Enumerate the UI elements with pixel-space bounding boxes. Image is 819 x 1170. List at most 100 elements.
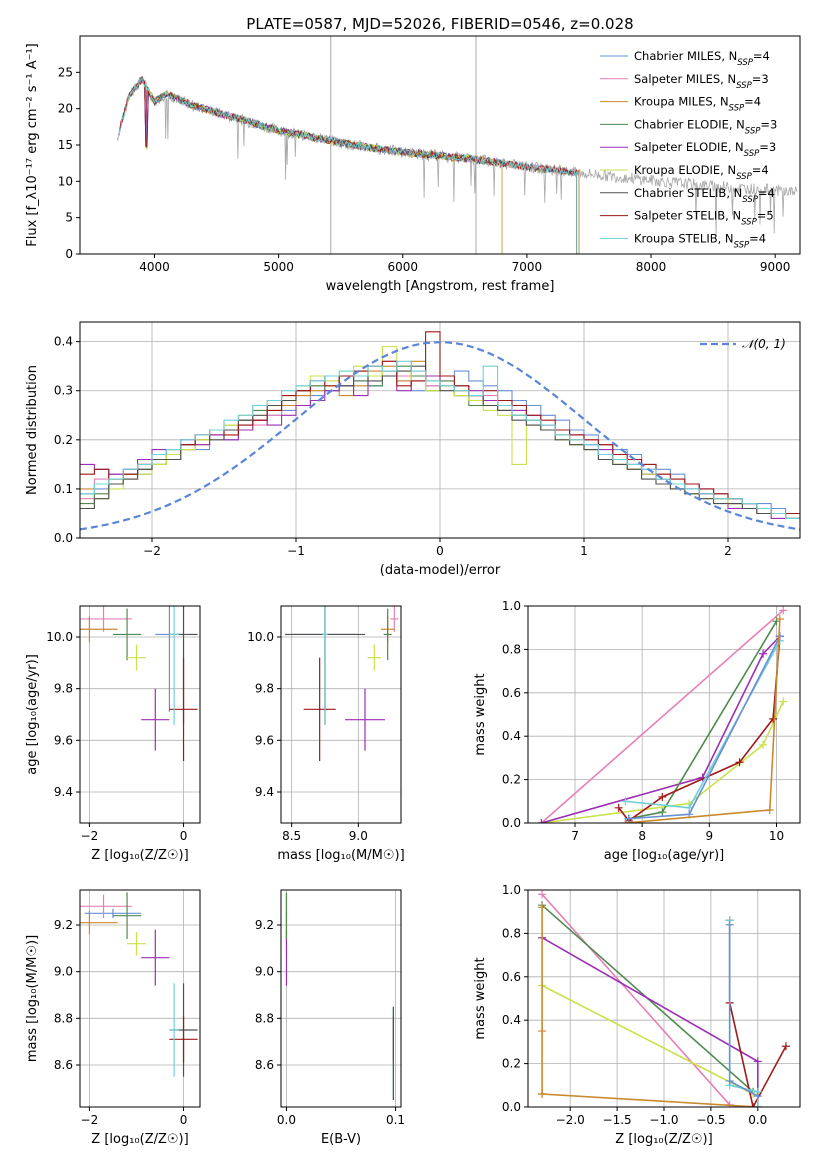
y-tick-label: 10.0 bbox=[247, 630, 274, 644]
weight-line-se bbox=[541, 635, 781, 823]
axes-frame bbox=[79, 35, 801, 255]
plot-area bbox=[80, 606, 198, 761]
y-tick-label: 0.0 bbox=[502, 1100, 521, 1114]
weight-line-ks bbox=[728, 920, 759, 1107]
weight-marker-cm bbox=[624, 814, 633, 823]
plot-area bbox=[80, 331, 800, 531]
y-tick-label: 0.4 bbox=[502, 729, 521, 743]
y-tick-label: 0.4 bbox=[54, 335, 73, 349]
x-tick-label: 9000 bbox=[760, 260, 791, 274]
x-tick-label: 7 bbox=[571, 829, 579, 843]
x-axis-label: Z [log₁₀(Z/Z☉)] bbox=[91, 1132, 188, 1147]
weight-marker-km bbox=[538, 1089, 547, 1098]
weight-marker-ks bbox=[621, 797, 630, 806]
x-tick-label: −2 bbox=[81, 829, 99, 843]
weight-marker-sm bbox=[779, 606, 788, 615]
legend-label: Chabrier ELODIE, NSSP=3 bbox=[634, 117, 777, 136]
weight-marker-se bbox=[753, 1057, 762, 1066]
legend-subscript: SSP bbox=[736, 172, 752, 182]
legend-label: Chabrier MILES, NSSP=4 bbox=[634, 49, 770, 68]
legend-subscript: SSP bbox=[745, 126, 761, 136]
x-tick-label: 6000 bbox=[387, 260, 418, 274]
model-line-ss bbox=[119, 78, 578, 254]
legend-text: Kroupa MILES, N bbox=[634, 95, 729, 109]
plot-area bbox=[116, 36, 798, 254]
x-tick-label: −2 bbox=[143, 544, 161, 558]
panel-mass_vs_z: −2 0 8.6 8.8 9.0 9.2 Z [log₁₀(Z/Z☉)] mass [log₁… bbox=[25, 889, 201, 1147]
x-tick-label: −0.5 bbox=[696, 1113, 725, 1127]
y-tick-label: 0.2 bbox=[54, 433, 73, 447]
legend-text: =4 bbox=[749, 231, 766, 245]
y-tick-label: 9.0 bbox=[255, 965, 274, 979]
plot-area bbox=[538, 890, 790, 1107]
y-tick-label: 9.4 bbox=[255, 785, 274, 799]
x-axis-label: age [log₁₀(age/yr)] bbox=[604, 848, 725, 863]
legend-subscript: SSP bbox=[742, 195, 758, 205]
y-tick-label: 8.6 bbox=[255, 1058, 274, 1072]
y-tick-label: 0.0 bbox=[502, 816, 521, 830]
axes-frame bbox=[79, 889, 201, 1108]
weight-line-sm bbox=[541, 893, 731, 1106]
y-axis-label: age [log₁₀(age/yr)] bbox=[25, 654, 40, 775]
y-tick-label: 0.8 bbox=[502, 642, 521, 656]
panel-spectrum: 4000 5000 6000 7000 8000 9000 0 5 10 15 20 25 wavele… bbox=[25, 35, 801, 294]
legend-label: Chabrier STELIB, NSSP=4 bbox=[634, 186, 775, 205]
weight-marker-ke bbox=[759, 740, 768, 749]
model-line-ks bbox=[119, 78, 578, 254]
weight-marker-ss bbox=[749, 1103, 758, 1107]
y-tick-label: 9.8 bbox=[54, 682, 73, 696]
weight-marker-cm bbox=[753, 1092, 762, 1101]
y-tick-label: 9.8 bbox=[255, 682, 274, 696]
x-tick-label: 2 bbox=[724, 544, 732, 558]
legend-text: Salpeter STELIB, N bbox=[634, 209, 741, 223]
y-tick-label: 8.8 bbox=[54, 1011, 73, 1025]
y-tick-label: 0.6 bbox=[502, 970, 521, 984]
weight-line-cm bbox=[728, 924, 759, 1097]
weight-marker-ce bbox=[658, 808, 667, 817]
y-tick-label: 9.2 bbox=[255, 918, 274, 932]
weight-marker-ks bbox=[753, 1103, 762, 1107]
y-axis-label: mass weight bbox=[473, 673, 488, 755]
y-tick-label: 25 bbox=[58, 65, 73, 79]
weight-marker-ss bbox=[658, 792, 667, 801]
plot-area bbox=[285, 892, 394, 1100]
y-tick-label: 0.8 bbox=[502, 926, 521, 940]
x-tick-label: −1.5 bbox=[603, 1113, 632, 1127]
y-tick-label: 9.2 bbox=[54, 918, 73, 932]
axes-frame bbox=[79, 321, 801, 539]
gaussian-curve bbox=[80, 341, 800, 531]
axes-frame bbox=[79, 605, 201, 824]
y-axis-label: Normed distribution bbox=[25, 365, 40, 495]
legend-label: Salpeter MILES, NSSP=3 bbox=[634, 72, 769, 91]
y-tick-label: 0.4 bbox=[502, 1013, 521, 1027]
x-tick-label: 7000 bbox=[512, 260, 543, 274]
weight-marker-km bbox=[538, 1027, 547, 1036]
plot-area bbox=[537, 606, 788, 823]
panel-age_vs_mass: 8.5 9.0 9.4 9.6 9.8 10.0 mass [log₁₀(M/M☉)] bbox=[247, 605, 405, 863]
x-tick-label: −2 bbox=[81, 1113, 99, 1127]
y-tick-label: 10.0 bbox=[46, 630, 73, 644]
legend-label: Kroupa ELODIE, NSSP=4 bbox=[634, 163, 769, 182]
legend-text: =3 bbox=[760, 117, 777, 131]
legend-text: Chabrier STELIB, N bbox=[634, 186, 742, 200]
x-tick-label: 5000 bbox=[263, 260, 294, 274]
weight-marker-cm bbox=[725, 920, 734, 929]
legend-subscript: SSP bbox=[741, 218, 757, 228]
axes-frame bbox=[280, 605, 402, 824]
x-tick-label: 8.5 bbox=[282, 829, 301, 843]
legend-text: =4 bbox=[752, 163, 769, 177]
weight-marker-ss bbox=[614, 803, 623, 812]
weight-marker-ss bbox=[781, 1042, 790, 1051]
panel-mw_vs_age: 7 8 9 10 0.0 0.2 0.4 0.6 0.8 1.0 age [log₁₀(age/yr… bbox=[473, 599, 801, 863]
legend-label: 𝒩(0, 1) bbox=[742, 337, 786, 351]
y-tick-label: 9.0 bbox=[54, 965, 73, 979]
plot-area bbox=[285, 606, 399, 761]
weight-marker-km bbox=[765, 805, 774, 814]
panel-residuals: −2 −1 0 1 2 0.0 0.1 0.2 0.3 0.4 (data-model)/error… bbox=[25, 321, 801, 578]
weight-marker-ss bbox=[769, 714, 778, 723]
y-tick-label: 9.6 bbox=[54, 733, 73, 747]
legend-subscript: SSP bbox=[744, 149, 760, 159]
panel-mw_vs_z: −2.0 −1.5 −1.0 −0.5 0.0 0.0 0.2 0.4 0.6 0.8 1.0 Z [… bbox=[473, 883, 801, 1147]
legend-text: Chabrier ELODIE, N bbox=[634, 117, 745, 131]
